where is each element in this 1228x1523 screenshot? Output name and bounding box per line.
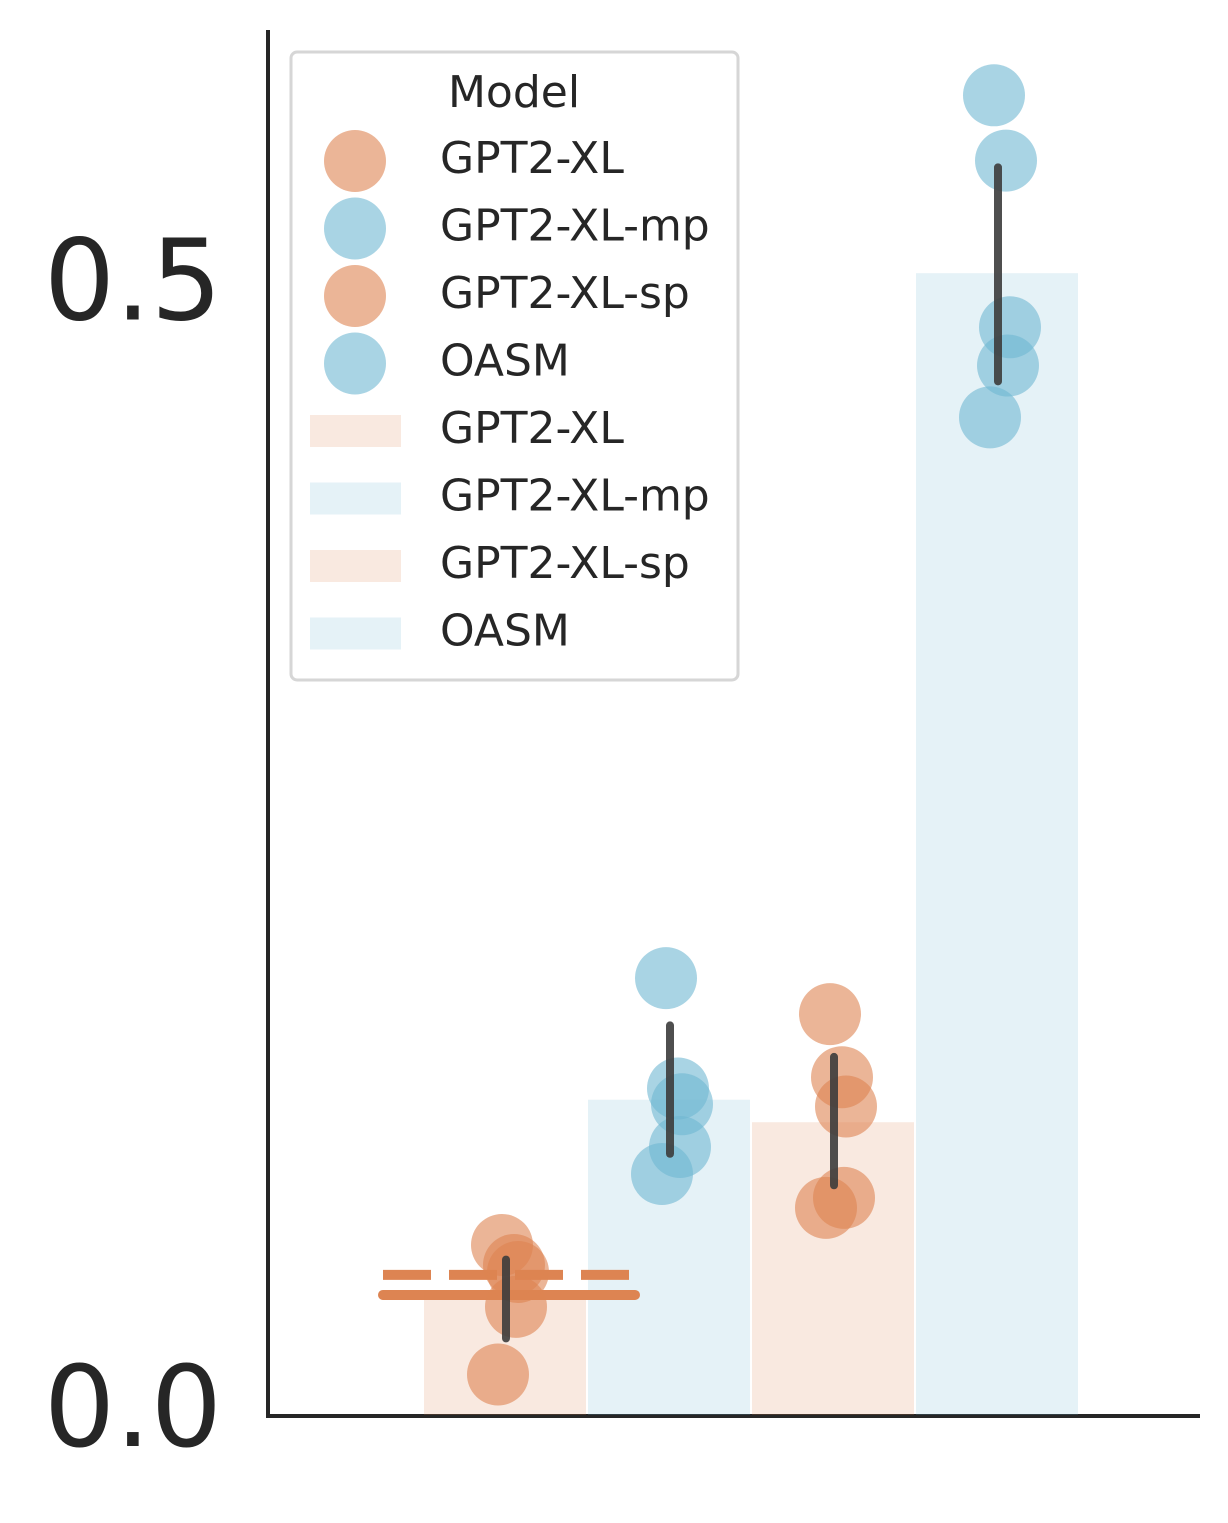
data-point [959,386,1021,449]
data-point [635,947,697,1010]
legend-label: GPT2-XL-sp [440,538,690,589]
legend-patch [310,415,401,447]
legend-label: GPT2-XL-sp [440,268,690,319]
legend-label: GPT2-XL [440,403,624,454]
plot-area [378,64,1078,1416]
data-point [977,334,1039,397]
legend-marker [324,130,386,192]
legend-label: OASM [440,336,570,387]
data-point [631,1143,693,1206]
legend-patch [310,617,401,650]
y-tick-label: 0.5 [44,217,222,347]
legend [289,50,740,682]
legend-entries: GPT2-XL GPT2-XL-mp GPT2-XL-sp OASM GPT2-XL GP… [310,130,710,657]
data-point [799,983,861,1046]
data-point [975,129,1037,192]
legend-marker [324,332,386,395]
data-point [963,64,1025,127]
bar [916,273,1078,1416]
legend-label: GPT2-XL [440,133,624,184]
legend-title: Model [448,67,580,118]
legend-label: OASM [440,606,570,657]
legend-label: GPT2-XL-mp [440,471,710,522]
legend-patch [310,482,401,515]
y-tick-label: 0.0 [44,1343,222,1473]
legend-marker [324,197,386,260]
data-point [485,1275,547,1338]
data-point [795,1176,857,1239]
legend-label: GPT2-XL-mp [440,201,710,252]
legend-patch [310,550,401,582]
legend-marker [324,265,386,327]
data-point [467,1343,529,1406]
data-point [815,1075,877,1138]
